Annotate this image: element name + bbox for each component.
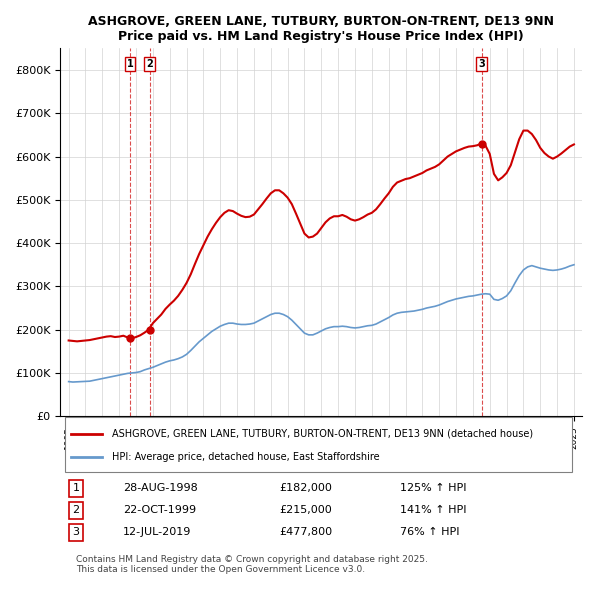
Text: 141% ↑ HPI: 141% ↑ HPI xyxy=(400,506,466,516)
Text: 2: 2 xyxy=(73,506,79,516)
Text: ASHGROVE, GREEN LANE, TUTBURY, BURTON-ON-TRENT, DE13 9NN (detached house): ASHGROVE, GREEN LANE, TUTBURY, BURTON-ON… xyxy=(112,429,533,439)
Title: ASHGROVE, GREEN LANE, TUTBURY, BURTON-ON-TRENT, DE13 9NN
Price paid vs. HM Land : ASHGROVE, GREEN LANE, TUTBURY, BURTON-ON… xyxy=(88,15,554,43)
Text: 3: 3 xyxy=(73,527,79,537)
Text: 28-AUG-1998: 28-AUG-1998 xyxy=(123,483,197,493)
Text: Contains HM Land Registry data © Crown copyright and database right 2025.
This d: Contains HM Land Registry data © Crown c… xyxy=(76,555,428,574)
Text: 22-OCT-1999: 22-OCT-1999 xyxy=(123,506,196,516)
FancyBboxPatch shape xyxy=(65,417,572,472)
Text: HPI: Average price, detached house, East Staffordshire: HPI: Average price, detached house, East… xyxy=(112,453,380,463)
Text: 2: 2 xyxy=(146,60,153,70)
Text: 12-JUL-2019: 12-JUL-2019 xyxy=(123,527,191,537)
Text: £182,000: £182,000 xyxy=(280,483,332,493)
Text: 76% ↑ HPI: 76% ↑ HPI xyxy=(400,527,459,537)
Text: 125% ↑ HPI: 125% ↑ HPI xyxy=(400,483,466,493)
Text: £215,000: £215,000 xyxy=(280,506,332,516)
Text: £477,800: £477,800 xyxy=(280,527,332,537)
Text: 3: 3 xyxy=(478,60,485,70)
Text: 1: 1 xyxy=(127,60,133,70)
Text: 1: 1 xyxy=(73,483,79,493)
